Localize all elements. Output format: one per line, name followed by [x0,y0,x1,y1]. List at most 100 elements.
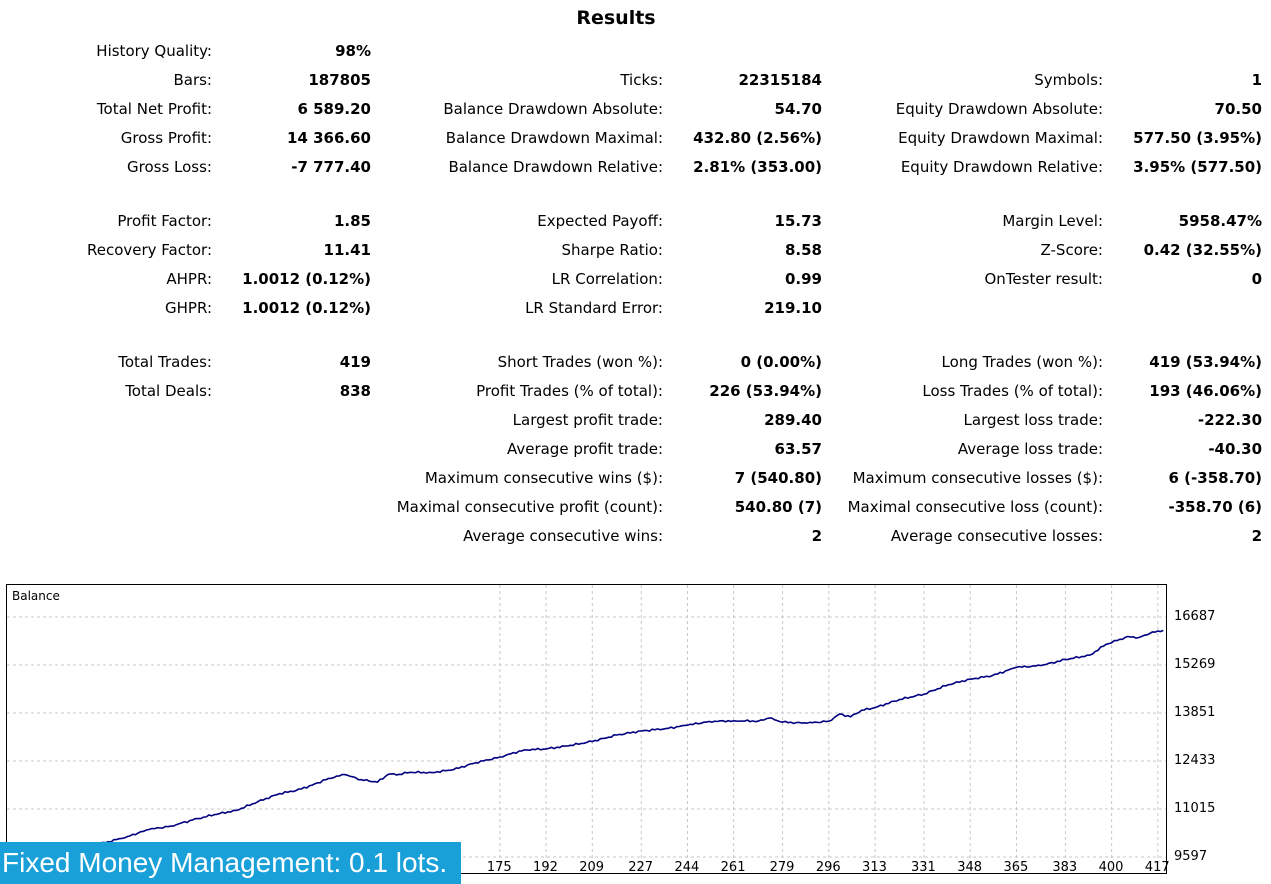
x-tick-label: 400 [1098,860,1124,875]
stat-value: 5958.47% [1178,212,1262,230]
money-management-banner: Fixed Money Management: 0.1 lots. [0,842,461,884]
stat-value: 11.41 [323,241,371,259]
x-tick-label: 365 [1003,860,1029,875]
stat-value: 289.40 [764,411,822,429]
stat-label: GHPR: [165,299,212,317]
stat-label: Bars: [173,71,212,89]
stat-label: Long Trades (won %): [941,353,1103,371]
stat-value: -358.70 (6) [1168,498,1262,516]
stat-label: Z-Score: [1040,241,1104,259]
x-tick-label: 227 [628,860,654,875]
stat-label: Average consecutive wins: [463,527,663,545]
x-tick-label: 313 [862,860,887,875]
stat-value: 2.81% (353.00) [693,158,822,176]
y-tick-label: 12433 [1174,753,1216,768]
y-tick-label: 9597 [1174,849,1208,864]
y-tick-label: 16687 [1174,609,1216,624]
stat-value: 1 [1251,71,1262,89]
stat-value: 577.50 (3.95%) [1133,129,1262,147]
stat-value: 1.85 [333,212,371,230]
stat-value: 0.99 [784,270,822,288]
stat-label: LR Correlation: [551,270,663,288]
stat-value: 0 (0.00%) [740,353,822,371]
stat-value: -7 777.40 [291,158,371,176]
stat-label: Maximal consecutive loss (count): [847,498,1103,516]
stat-label: OnTester result: [984,270,1103,288]
stat-label: Equity Drawdown Absolute: [895,100,1103,118]
stat-value: 70.50 [1214,100,1262,118]
stat-value: 22315184 [738,71,823,89]
x-tick-label: 209 [579,860,605,875]
stat-label: Short Trades (won %): [497,353,663,371]
stat-value: 2 [811,527,822,545]
stat-label: Gross Profit: [120,129,212,147]
stat-value: -222.30 [1197,411,1262,429]
stat-label: Total Deals: [125,382,212,400]
stat-label: Average profit trade: [506,440,663,458]
stat-label: Profit Factor: [117,212,212,230]
stat-value: 2 [1251,527,1262,545]
stat-label: Recovery Factor: [86,241,212,259]
stat-label: Loss Trades (% of total): [922,382,1103,400]
report-title: Results [576,7,656,29]
stat-label: AHPR: [166,270,212,288]
x-tick-label: 192 [533,860,558,875]
x-tick-label: 175 [486,860,512,875]
x-tick-label: 348 [957,860,983,875]
stat-label: Margin Level: [1002,212,1103,230]
stat-label: Profit Trades (% of total): [476,382,663,400]
stat-value: 419 (53.94%) [1149,353,1262,371]
stat-value: 0.42 (32.55%) [1143,241,1262,259]
x-tick-label: 331 [911,860,936,875]
stat-label: History Quality: [96,42,212,60]
stat-value: 14 366.60 [287,129,371,147]
y-tick-label: 11015 [1174,801,1216,816]
stat-label: Symbols: [1034,71,1103,89]
x-tick-label: 417 [1144,860,1170,875]
balance-chart-frame [6,584,1167,874]
stat-label: LR Standard Error: [525,299,663,317]
stat-label: Largest profit trade: [512,411,663,429]
stat-label: Maximum consecutive losses ($): [852,469,1103,487]
y-tick-label: 15269 [1174,657,1216,672]
stat-label: Balance Drawdown Maximal: [445,129,663,147]
stat-value: 54.70 [774,100,822,118]
stat-label: Expected Payoff: [537,212,663,230]
stat-value: 6 589.20 [297,100,371,118]
stat-value: 8.58 [784,241,822,259]
stat-value: 226 (53.94%) [709,382,822,400]
stat-value: 419 [339,353,371,371]
y-tick-label: 13851 [1174,705,1216,720]
x-tick-label: 261 [720,860,746,875]
x-tick-label: 383 [1052,860,1078,875]
stat-value: 838 [339,382,371,400]
stat-value: 540.80 (7) [734,498,822,516]
stat-label: Ticks: [620,71,663,89]
x-tick-label: 296 [815,860,841,875]
stat-value: 432.80 (2.56%) [693,129,822,147]
stat-value: 0 [1251,270,1262,288]
stat-value: 15.73 [774,212,822,230]
stat-value: 3.95% (577.50) [1133,158,1262,176]
stat-value: 7 (540.80) [734,469,822,487]
balance-line [23,629,1164,859]
stat-label: Maximal consecutive profit (count): [396,498,663,516]
stat-label: Equity Drawdown Maximal: [898,129,1103,147]
chart-title: Balance [12,589,60,603]
stat-label: Total Trades: [118,353,212,371]
stat-value: 219.10 [764,299,822,317]
stat-value: 193 (46.06%) [1149,382,1262,400]
stat-value: 98% [335,42,371,60]
x-tick-label: 279 [769,860,795,875]
stat-label: Balance Drawdown Relative: [448,158,663,176]
stat-value: -40.30 [1208,440,1262,458]
stat-label: Gross Loss: [127,158,212,176]
stat-label: Largest loss trade: [963,411,1103,429]
stat-value: 6 (-358.70) [1168,469,1262,487]
stat-label: Average loss trade: [957,440,1103,458]
stat-label: Maximum consecutive wins ($): [424,469,663,487]
stat-label: Average consecutive losses: [890,527,1103,545]
x-tick-label: 244 [674,860,700,875]
stat-label: Balance Drawdown Absolute: [443,100,663,118]
